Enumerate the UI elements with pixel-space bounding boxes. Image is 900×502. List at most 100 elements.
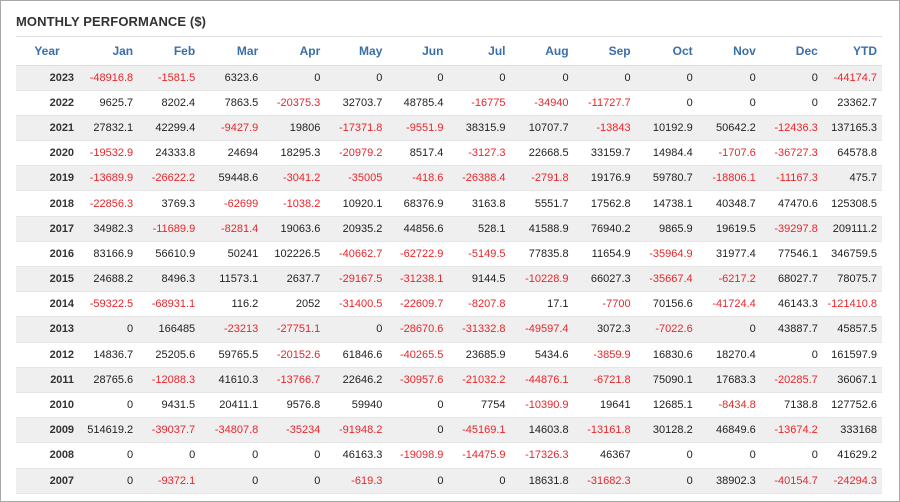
value-cell-jan: 0 <box>78 392 139 419</box>
value-cell-sep: 33159.7 <box>573 140 636 167</box>
value-cell-jul: 0 <box>448 468 511 494</box>
value-cell-may: -17371.8 <box>325 115 388 142</box>
value-cell-dec: 0 <box>760 342 823 368</box>
value-cell-oct: 0 <box>635 65 698 91</box>
column-header-apr[interactable]: Apr <box>263 38 326 66</box>
value-cell-may: -40662.7 <box>325 241 388 268</box>
value-cell-apr: -20375.3 <box>263 90 326 116</box>
year-cell: 2022 <box>16 90 79 116</box>
column-header-jan[interactable]: Jan <box>78 38 139 66</box>
title-divider <box>16 36 882 37</box>
value-cell-jun: 0 <box>387 417 449 444</box>
value-cell-may: 22646.2 <box>325 367 388 393</box>
value-cell-jun: -62722.9 <box>387 241 449 268</box>
value-cell-oct: 59780.7 <box>635 165 698 192</box>
value-cell-jun: -40265.5 <box>387 342 449 368</box>
column-header-feb[interactable]: Feb <box>138 38 201 66</box>
column-header-may[interactable]: May <box>325 38 388 66</box>
value-cell-jan: -59322.5 <box>78 291 139 318</box>
column-header-dec[interactable]: Dec <box>760 38 823 66</box>
column-header-sep[interactable]: Sep <box>573 38 636 66</box>
value-cell-apr: -20152.6 <box>263 342 326 368</box>
value-cell-oct: -35667.4 <box>635 266 698 293</box>
year-cell: 2021 <box>16 115 79 142</box>
value-cell-may: 46163.3 <box>325 442 388 469</box>
value-cell-apr: 2637.7 <box>263 266 326 293</box>
value-cell-mar: 7863.5 <box>200 90 264 116</box>
value-cell-jun: 48785.4 <box>387 90 449 116</box>
value-cell-ytd: 125308.5 <box>822 190 882 217</box>
value-cell-nov: 0 <box>697 316 761 343</box>
value-cell-jun: -9551.9 <box>387 115 449 142</box>
column-header-aug[interactable]: Aug <box>510 38 574 66</box>
value-cell-dec: -39297.8 <box>760 216 823 242</box>
year-cell: 2016 <box>16 241 79 268</box>
value-cell-sep: -7700 <box>573 291 636 318</box>
column-header-jun[interactable]: Jun <box>387 38 449 66</box>
value-cell-oct: 75090.1 <box>635 367 698 393</box>
value-cell-jul: 3163.8 <box>448 190 511 217</box>
value-cell-may: -91948.2 <box>325 417 388 444</box>
value-cell-dec: 7138.8 <box>760 392 823 419</box>
column-header-mar[interactable]: Mar <box>200 38 264 66</box>
value-cell-jul: 9144.5 <box>448 266 511 293</box>
column-header-nov[interactable]: Nov <box>697 38 761 66</box>
year-cell: 2018 <box>16 190 79 217</box>
value-cell-may: 61846.6 <box>325 342 388 368</box>
value-cell-feb: -39037.7 <box>138 417 201 444</box>
value-cell-nov: 40348.7 <box>697 190 761 217</box>
value-cell-jul: -31332.8 <box>448 316 511 343</box>
value-cell-jul: -3127.3 <box>448 140 511 167</box>
value-cell-nov: 46849.6 <box>697 417 761 444</box>
value-cell-may: 59940 <box>325 392 388 419</box>
value-cell-nov: -8434.8 <box>697 392 761 419</box>
value-cell-feb: 0 <box>138 442 201 469</box>
value-cell-aug: -34940 <box>510 90 574 116</box>
column-header-ytd[interactable]: YTD <box>822 38 882 66</box>
value-cell-oct: 16830.6 <box>635 342 698 368</box>
value-cell-mar: 11573.1 <box>200 266 264 293</box>
year-cell: 2013 <box>16 316 79 343</box>
value-cell-nov: -41724.4 <box>697 291 761 318</box>
value-cell-jan: 34982.3 <box>78 216 139 242</box>
value-cell-aug: -10390.9 <box>510 392 574 419</box>
value-cell-sep: 17562.8 <box>573 190 636 217</box>
value-cell-dec: 0 <box>760 65 823 91</box>
value-cell-dec: -36727.3 <box>760 140 823 167</box>
column-header-year[interactable]: Year <box>16 38 79 66</box>
value-cell-oct: -35964.9 <box>635 241 698 268</box>
value-cell-feb: -11689.9 <box>138 216 201 242</box>
table-row: 2022 9625.7 8202.4 7863.5 -20375.3 32703.7 487… <box>16 90 882 116</box>
value-cell-ytd: 41629.2 <box>822 442 882 469</box>
value-cell-mar: 50241 <box>200 241 264 268</box>
value-cell-aug: 5551.7 <box>510 190 574 217</box>
value-cell-ytd: 127752.6 <box>822 392 882 419</box>
value-cell-feb: -9372.1 <box>138 468 201 494</box>
value-cell-apr: 2052 <box>263 291 326 318</box>
year-cell: 2007 <box>16 468 79 494</box>
value-cell-jan: -22856.3 <box>78 190 139 217</box>
value-cell-jul: -14475.9 <box>448 442 511 469</box>
value-cell-oct: 30128.2 <box>635 417 698 444</box>
value-cell-apr: 19806 <box>263 115 326 142</box>
value-cell-nov: -1707.6 <box>697 140 761 167</box>
value-cell-nov: 0 <box>697 65 761 91</box>
value-cell-aug: -2791.8 <box>510 165 574 192</box>
value-cell-apr: -13766.7 <box>263 367 326 393</box>
value-cell-dec: -11167.3 <box>760 165 823 192</box>
value-cell-sep: -13843 <box>573 115 636 142</box>
value-cell-jan: 0 <box>78 442 139 469</box>
value-cell-sep: 66027.3 <box>573 266 636 293</box>
value-cell-apr: -3041.2 <box>263 165 326 192</box>
value-cell-mar: 59765.5 <box>200 342 264 368</box>
value-cell-ytd: -24294.3 <box>822 468 882 494</box>
column-header-oct[interactable]: Oct <box>635 38 698 66</box>
value-cell-mar: 41610.3 <box>200 367 264 393</box>
year-cell: 2010 <box>16 392 79 419</box>
value-cell-mar: -62699 <box>200 190 264 217</box>
value-cell-aug: 5434.6 <box>510 342 574 368</box>
monthly-performance-table: Year Jan Feb Mar Apr May Jun Jul Aug Sep Oct Nov Dec… <box>16 38 882 494</box>
column-header-jul[interactable]: Jul <box>448 38 511 66</box>
value-cell-jan: 9625.7 <box>78 90 139 116</box>
